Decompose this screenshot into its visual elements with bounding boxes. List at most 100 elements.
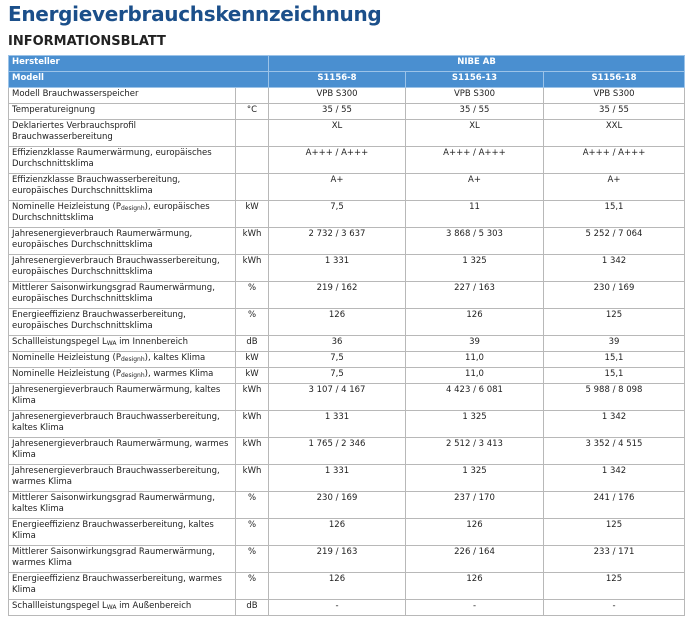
row-label: Schallleistungspegel LWA im Außenbereich: [8, 599, 236, 616]
value: 237 / 170: [405, 491, 544, 519]
unit: kWh: [235, 383, 269, 411]
row-label: Mittlerer Saisonwirkungsgrad Raumerwärmu…: [8, 545, 236, 573]
value: 1 325: [405, 410, 544, 438]
label-text: ), kaltes Klima: [144, 353, 206, 363]
row-label: Effizienzklasse Raumerwärmung, europäisc…: [8, 146, 236, 174]
value: 2 512 / 3 413: [405, 437, 544, 465]
unit: %: [235, 281, 269, 309]
value: A+: [405, 173, 544, 201]
table-row: Nominelle Heizleistung (Pdesignh), warme…: [8, 367, 686, 384]
value: 11: [405, 200, 544, 228]
value: 1 331: [268, 464, 406, 492]
value: 3 868 / 5 303: [405, 227, 544, 255]
table-row: Nominelle Heizleistung (Pdesignh), kalte…: [8, 351, 686, 368]
subscript: designh: [120, 205, 145, 212]
unit: kW: [235, 351, 269, 368]
value: 233 / 171: [542, 545, 686, 573]
row-label: Jahresenergieverbrauch Brauchwasserberei…: [8, 410, 236, 438]
unit: kWh: [235, 437, 269, 465]
value: XL: [268, 119, 406, 147]
unit: %: [235, 491, 269, 519]
value: 125: [542, 572, 686, 600]
value: 227 / 163: [405, 281, 544, 309]
value: -: [542, 599, 686, 616]
value: VPB S300: [405, 87, 544, 104]
header-cell: NIBE AB: [267, 55, 686, 72]
table-row: Jahresenergieverbrauch Brauchwasserberei…: [8, 254, 686, 282]
unit: kWh: [235, 464, 269, 492]
row-label: Effizienzklasse Brauchwasserbereitung, e…: [8, 173, 236, 201]
unit: kW: [235, 200, 269, 228]
table-row: Deklariertes Verbrauchsprofil Brauchwass…: [8, 119, 686, 147]
label-text: Nominelle Heizleistung (P: [12, 369, 121, 379]
value: 7,5: [268, 200, 406, 228]
label-text: im Innenbereich: [116, 337, 188, 347]
table-row: Effizienzklasse Raumerwärmung, europäisc…: [8, 146, 686, 174]
table-row: Mittlerer Saisonwirkungsgrad Raumerwärmu…: [8, 545, 686, 573]
value: 1 325: [405, 254, 544, 282]
value: 126: [405, 308, 544, 336]
table-row: Mittlerer Saisonwirkungsgrad Raumerwärmu…: [8, 281, 686, 309]
value: 36: [268, 335, 406, 352]
subscript: WA: [106, 340, 117, 347]
value: 39: [405, 335, 544, 352]
row-label: Nominelle Heizleistung (Pdesignh), kalte…: [8, 351, 236, 368]
value: 126: [405, 518, 544, 546]
value: 1 342: [542, 410, 686, 438]
unit: %: [235, 308, 269, 336]
value: 39: [542, 335, 686, 352]
value: 5 988 / 8 098: [542, 383, 686, 411]
table-row: Mittlerer Saisonwirkungsgrad Raumerwärmu…: [8, 491, 686, 519]
row-label: Modell Brauchwasserspeicher: [8, 87, 236, 104]
table-row: Energieeffizienz Brauchwasserbereitung, …: [8, 308, 686, 336]
unit: [235, 173, 269, 201]
unit: [235, 119, 269, 147]
table-row: Effizienzklasse Brauchwasserbereitung, e…: [8, 173, 686, 201]
info-table: Hersteller NIBE AB Modell S1156-8 S1156-1…: [8, 55, 686, 616]
value: -: [405, 599, 544, 616]
value: 11,0: [405, 351, 544, 368]
table-row: Schallleistungspegel LWA im Innenbereich…: [8, 335, 686, 352]
value: 126: [268, 518, 406, 546]
value: 1 331: [268, 254, 406, 282]
row-label: Jahresenergieverbrauch Raumerwärmung, wa…: [8, 437, 236, 465]
subtitle: INFORMATIONSBLATT: [8, 34, 166, 49]
table-body: Hersteller NIBE AB Modell S1156-8 S1156-1…: [8, 55, 686, 616]
value: 15,1: [542, 200, 686, 228]
title: Energieverbrauchskennzeichnung: [8, 2, 382, 26]
header-cell: S1156-18: [542, 71, 686, 88]
unit: °C: [235, 103, 269, 120]
value: A+++ / A+++: [268, 146, 406, 174]
row-label: Deklariertes Verbrauchsprofil Brauchwass…: [8, 119, 236, 147]
row-label: Jahresenergieverbrauch Raumerwärmung, eu…: [8, 227, 236, 255]
row-label: Jahresenergieverbrauch Brauchwasserberei…: [8, 254, 236, 282]
value: 4 423 / 6 081: [405, 383, 544, 411]
value: 7,5: [268, 367, 406, 384]
label-text: Nominelle Heizleistung (P: [12, 353, 121, 363]
value: 2 732 / 3 637: [268, 227, 406, 255]
model-row: Modell S1156-8 S1156-13 S1156-18: [8, 71, 686, 88]
table-row: Jahresenergieverbrauch Brauchwasserberei…: [8, 410, 686, 438]
value: 1 342: [542, 254, 686, 282]
value: 1 325: [405, 464, 544, 492]
unit: kWh: [235, 227, 269, 255]
value: 230 / 169: [542, 281, 686, 309]
value: 3 107 / 4 167: [268, 383, 406, 411]
value: VPB S300: [268, 87, 406, 104]
row-label: Temperatureignung: [8, 103, 236, 120]
value: 11,0: [405, 367, 544, 384]
header-cell: Hersteller: [8, 55, 269, 72]
table-row: Schallleistungspegel LWA im Außenbereich…: [8, 599, 686, 616]
unit: [235, 87, 269, 104]
table-row: Jahresenergieverbrauch Brauchwasserberei…: [8, 464, 686, 492]
label-text: Schallleistungspegel L: [12, 601, 107, 611]
value: 1 331: [268, 410, 406, 438]
value: 35 / 55: [405, 103, 544, 120]
value: 241 / 176: [542, 491, 686, 519]
label-text: Schallleistungspegel L: [12, 337, 107, 347]
unit: dB: [235, 335, 269, 352]
value: A+++ / A+++: [405, 146, 544, 174]
unit: kW: [235, 367, 269, 384]
value: 5 252 / 7 064: [542, 227, 686, 255]
value: 7,5: [268, 351, 406, 368]
